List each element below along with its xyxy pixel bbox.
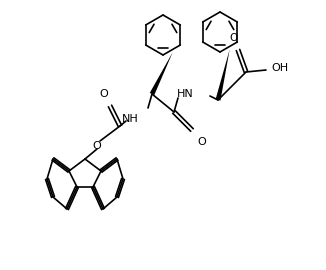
Text: NH: NH [122, 114, 139, 124]
Text: O: O [197, 137, 206, 147]
Text: O: O [229, 33, 237, 43]
Polygon shape [150, 52, 173, 95]
Text: O: O [100, 89, 108, 99]
Text: HN: HN [177, 89, 194, 99]
Text: OH: OH [272, 63, 289, 73]
Text: O: O [93, 141, 101, 151]
Polygon shape [215, 49, 230, 101]
